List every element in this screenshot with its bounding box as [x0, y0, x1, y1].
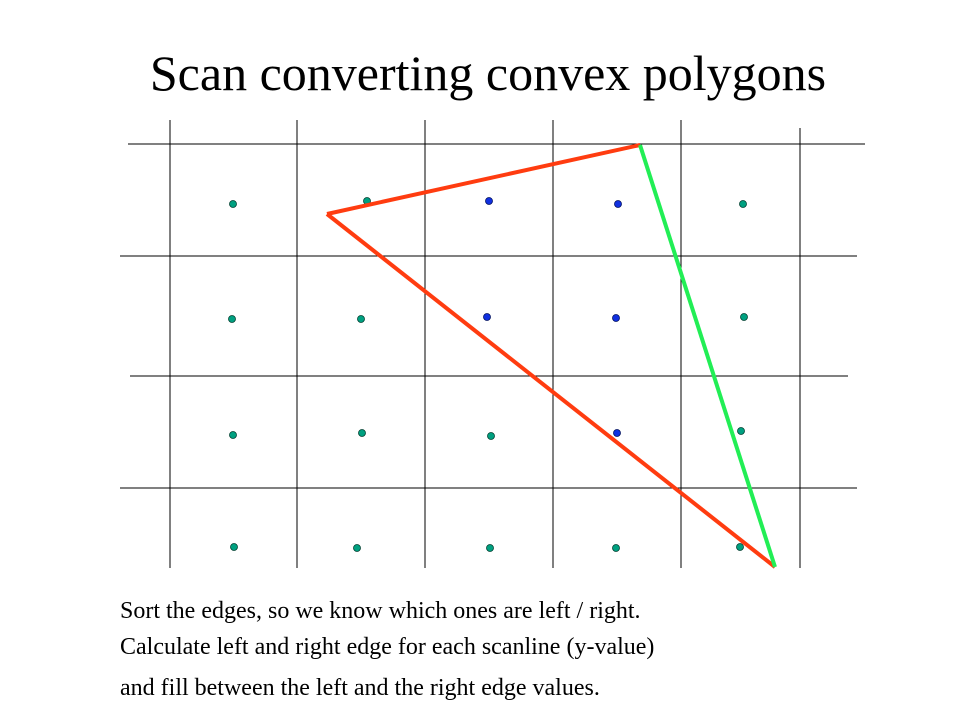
body-line: Sort the edges, so we know which ones ar…	[120, 598, 641, 624]
triangle	[325, 143, 777, 569]
right-edge	[638, 144, 777, 568]
slide-title: Scan converting convex polygons	[150, 45, 826, 101]
body-text: Sort the edges, so we know which ones ar…	[120, 598, 654, 701]
top-edge	[326, 143, 641, 216]
left-edge	[325, 212, 777, 569]
pixel-centers	[228, 197, 748, 552]
pixel-grid	[120, 120, 865, 568]
body-line: and fill between the left and the right …	[120, 675, 600, 701]
body-line: Calculate left and right edge for each s…	[120, 634, 654, 660]
